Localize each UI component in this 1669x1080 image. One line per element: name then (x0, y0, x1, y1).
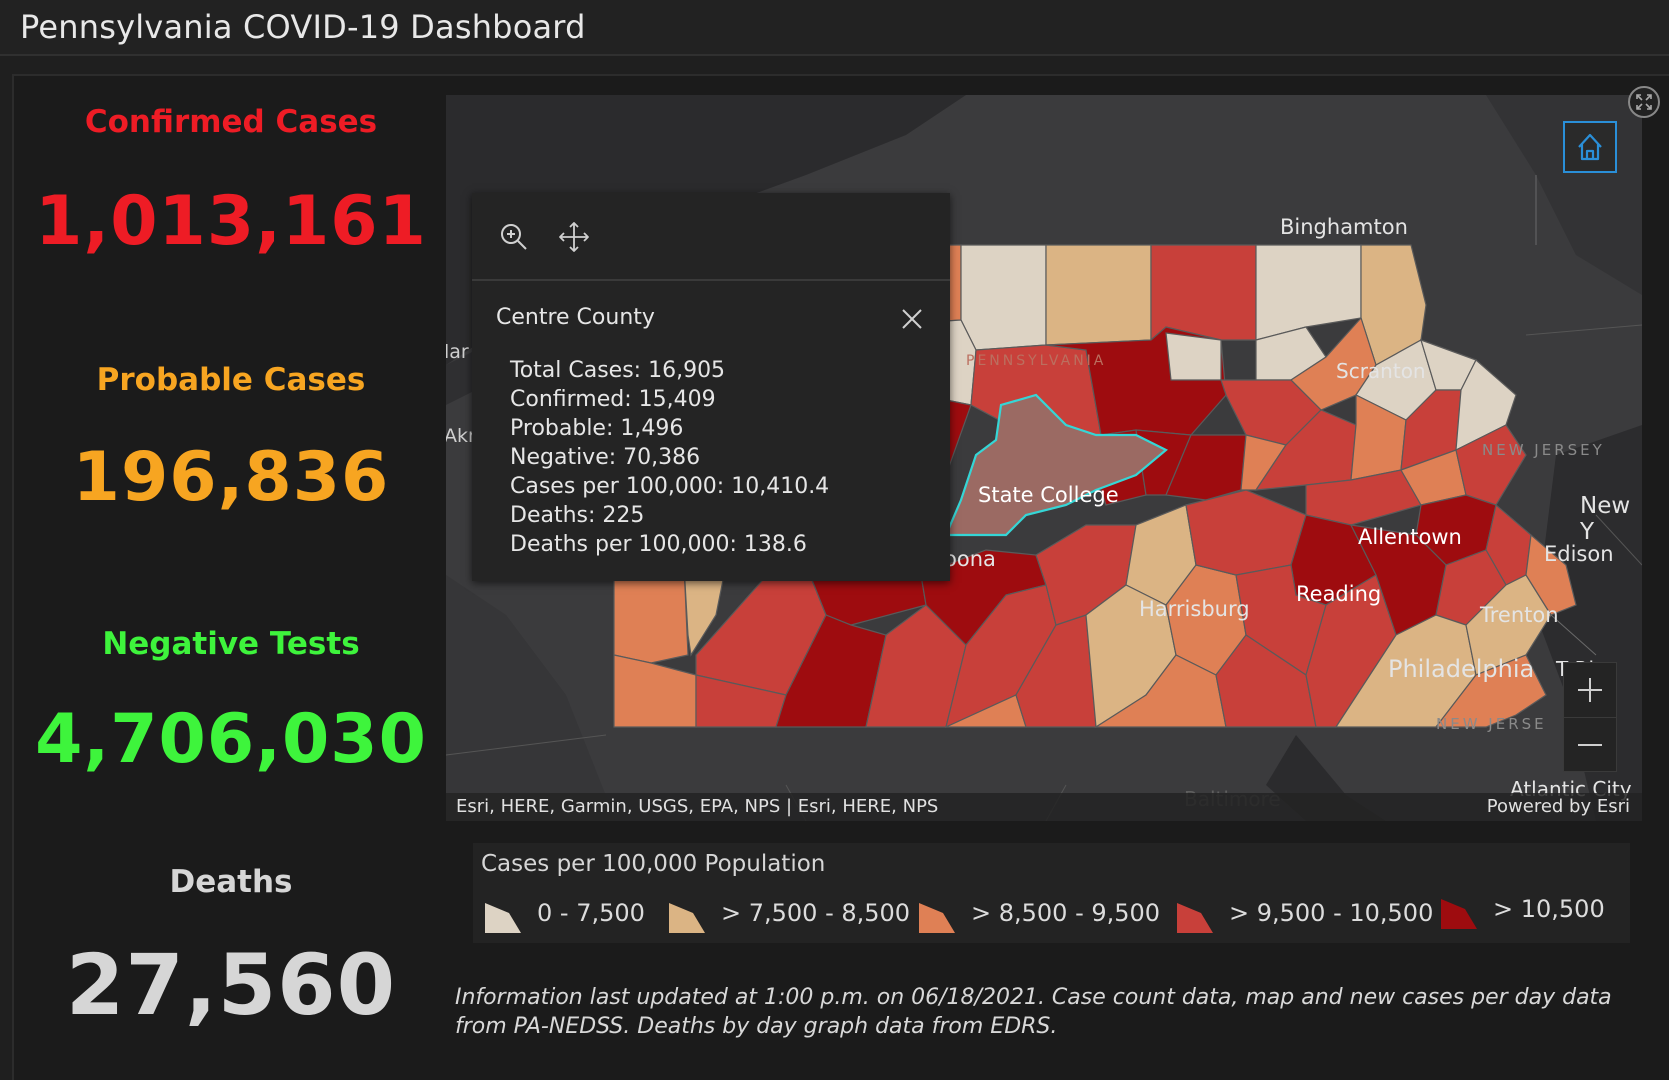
county-shape[interactable] (1093, 654, 1227, 728)
minus-icon (1578, 744, 1602, 746)
map-label-new-jersey-2: NEW JERSE (1436, 715, 1547, 733)
zoom-magnifier-icon (501, 224, 527, 250)
county-shape[interactable] (1255, 244, 1362, 341)
zoom-controls (1563, 662, 1617, 772)
legend-label: > 9,500 - 10,500 (1229, 899, 1434, 927)
popup-title: Centre County (496, 305, 655, 330)
legend-item: > 9,500 - 10,500 (1175, 897, 1433, 933)
popup-total-cases: Total Cases: 16,905 (510, 358, 726, 383)
map-label-philadelphia: Philadelphia (1388, 655, 1535, 683)
legend-swatch (669, 903, 705, 933)
map-label-altoona: oona (944, 547, 996, 571)
county-shape[interactable] (1150, 244, 1257, 342)
popup-toolbar (472, 193, 950, 281)
map-attribution: Esri, HERE, Garmin, USGS, EPA, NPS | Esr… (456, 796, 939, 817)
popup-deaths: Deaths: 225 (510, 503, 645, 528)
map-label-reading: Reading (1296, 582, 1382, 606)
page-title: Pennsylvania COVID-19 Dashboard (20, 8, 586, 46)
legend-swatch (919, 903, 955, 933)
legend-label: > 7,500 - 8,500 (721, 899, 911, 927)
deaths-label: Deaths (169, 864, 293, 900)
map-label-edison: Edison (1544, 542, 1614, 566)
map-label-new-york: New Y (1580, 493, 1631, 545)
zoom-out-button[interactable] (1564, 718, 1616, 772)
zoom-to-button[interactable] (496, 219, 532, 255)
popup-negative: Negative: 70,386 (510, 445, 701, 470)
county-shape[interactable] (1165, 434, 1247, 501)
dashboard-header: Pennsylvania COVID-19 Dashboard (0, 0, 1669, 56)
legend-item: > 7,500 - 8,500 (667, 897, 910, 933)
move-arrows-icon (559, 222, 589, 252)
map-attribution-bar: Esri, HERE, Garmin, USGS, EPA, NPS | Esr… (446, 793, 1642, 821)
map-label-akron: Akr (446, 425, 476, 447)
county-shape[interactable] (1185, 489, 1307, 576)
legend-swatch (485, 903, 521, 933)
map-label-cleveland: lar (446, 341, 469, 363)
map-label-trenton: Trenton (1480, 603, 1559, 627)
stats-panel: Confirmed Cases 1,013,161 Probable Cases… (14, 76, 448, 1080)
legend-item: > 10,500 (1439, 893, 1619, 929)
home-button[interactable] (1563, 121, 1617, 173)
county-shape[interactable] (613, 654, 697, 728)
map-label-binghamton: Binghamton (1280, 215, 1408, 239)
negative-tests-label: Negative Tests (102, 626, 360, 662)
confirmed-cases-value: 1,013,161 (35, 182, 427, 261)
probable-cases-value: 196,836 (72, 438, 390, 517)
county-shape[interactable] (1434, 654, 1547, 728)
lake-erie (446, 95, 966, 365)
county-shape[interactable] (1455, 424, 1527, 506)
popup-deaths-per-100k: Deaths per 100,000: 138.6 (510, 532, 807, 557)
west-region (446, 575, 616, 821)
map-label-new-jersey-1: NEW JERSEY (1482, 441, 1605, 459)
map-label-harrisburg: Harrisburg (1139, 597, 1250, 621)
legend-title: Cases per 100,000 Population (481, 851, 826, 877)
confirmed-cases-label: Confirmed Cases (84, 104, 378, 140)
legend-label: 0 - 7,500 (537, 899, 645, 927)
deaths-value: 27,560 (65, 936, 397, 1034)
county-popup: Centre County Total Cases: 16,905 Confir… (472, 193, 950, 581)
close-icon (902, 309, 922, 329)
popup-probable: Probable: 1,496 (510, 416, 684, 441)
map-label-allentown: Allentown (1358, 525, 1462, 549)
legend-swatch (1177, 903, 1213, 933)
home-icon (1578, 133, 1602, 161)
probable-cases-label: Probable Cases (96, 362, 366, 398)
legend-swatch (1441, 899, 1477, 929)
pan-button[interactable] (556, 219, 592, 255)
popup-content: Total Cases: 16,905 Confirmed: 15,409 Pr… (510, 356, 829, 559)
county-shape[interactable] (960, 244, 1047, 351)
map-label-scranton: Scranton (1336, 359, 1426, 383)
map-label-state-college: State College (978, 483, 1119, 507)
map-legend: Cases per 100,000 Population 0 - 7,500 >… (473, 843, 1630, 943)
negative-tests-value: 4,706,030 (35, 700, 427, 779)
powered-by-esri[interactable]: Powered by Esri (1486, 796, 1630, 817)
county-shape[interactable] (1525, 533, 1577, 616)
county-shape[interactable] (1215, 634, 1317, 728)
legend-label: > 10,500 (1493, 895, 1605, 923)
zoom-in-button[interactable] (1564, 663, 1616, 717)
county-shape[interactable] (1045, 244, 1152, 346)
fullscreen-button[interactable] (1628, 86, 1660, 118)
popup-confirmed: Confirmed: 15,409 (510, 387, 716, 412)
data-update-note: Information last updated at 1:00 p.m. on… (455, 985, 1612, 1039)
county-shape[interactable] (1165, 332, 1222, 381)
popup-cases-per-100k: Cases per 100,000: 10,410.4 (510, 474, 830, 499)
popup-close-button[interactable] (896, 303, 928, 335)
zoom-divider (1564, 717, 1616, 718)
legend-label: > 8,500 - 9,500 (971, 899, 1161, 927)
map-label-pennsylvania: PENNSYLVANIA (966, 353, 1107, 369)
legend-item: 0 - 7,500 (483, 897, 653, 933)
legend-item: > 8,500 - 9,500 (917, 897, 1160, 933)
expand-icon (1636, 94, 1652, 110)
plus-icon (1578, 678, 1602, 702)
centre-county-highlight[interactable] (944, 393, 1168, 537)
